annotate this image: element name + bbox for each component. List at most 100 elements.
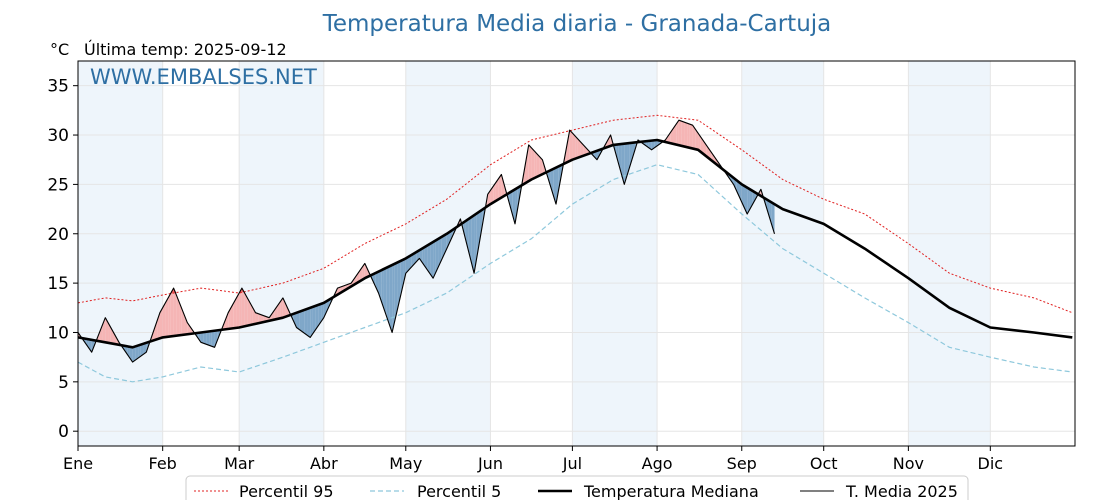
above-median-fill <box>170 288 174 337</box>
above-median-fill <box>247 297 251 326</box>
below-median-fill <box>321 302 324 322</box>
below-median-fill <box>296 311 300 330</box>
above-median-fill <box>176 294 180 336</box>
legend: Percentil 95 Percentil 5 Temperatura Med… <box>185 475 969 500</box>
y-tick-label: 0 <box>58 422 69 442</box>
below-median-fill <box>747 187 750 215</box>
above-p95-fill <box>566 130 570 132</box>
x-tick-label: Oct <box>810 454 838 473</box>
below-median-fill <box>373 272 376 288</box>
above-median-fill <box>280 297 283 319</box>
below-median-fill <box>449 230 453 243</box>
below-median-fill <box>381 268 384 309</box>
below-median-fill <box>441 235 445 261</box>
above-median-fill <box>277 301 281 319</box>
above-median-fill <box>501 174 505 198</box>
below-median-fill <box>479 209 483 242</box>
above-median-fill <box>575 136 578 159</box>
above-median-fill <box>528 144 532 182</box>
x-tick-label: Mar <box>224 454 255 473</box>
below-median-fill <box>594 150 597 160</box>
below-median-fill <box>386 266 390 325</box>
below-median-fill <box>433 240 436 279</box>
below-median-fill <box>766 199 770 216</box>
below-median-fill <box>556 166 559 205</box>
last-temp-label: Última temp: 2025-09-12 <box>84 40 287 59</box>
above-median-fill <box>236 292 240 328</box>
below-median-fill <box>749 189 753 210</box>
below-median-fill <box>304 308 308 336</box>
above-median-fill <box>173 288 177 336</box>
above-median-fill <box>241 288 245 327</box>
x-tick-label: Abr <box>310 454 338 473</box>
above-median-fill <box>165 297 169 338</box>
below-median-fill <box>471 215 475 274</box>
above-median-fill <box>684 122 688 148</box>
above-median-fill <box>698 133 701 153</box>
below-median-fill <box>323 301 327 318</box>
above-median-fill <box>108 322 111 344</box>
below-median-fill <box>424 245 428 271</box>
above-median-fill <box>536 153 540 177</box>
above-median-fill <box>539 156 543 176</box>
above-median-fill <box>607 135 611 147</box>
below-median-fill <box>132 346 136 363</box>
above-median-fill <box>258 313 262 324</box>
below-median-fill <box>211 330 215 348</box>
below-median-fill <box>509 190 513 215</box>
below-median-fill <box>553 167 557 205</box>
plot-frame <box>77 60 1076 447</box>
above-median-fill <box>356 271 360 284</box>
y-tick-label: 5 <box>58 373 69 393</box>
below-median-fill <box>515 187 518 224</box>
below-median-fill <box>648 140 652 150</box>
above-median-fill <box>225 312 229 330</box>
below-median-fill <box>744 186 748 215</box>
watermark: WWW.EMBALSES.NET <box>90 65 317 89</box>
above-median-fill <box>187 322 190 335</box>
below-median-fill <box>446 231 450 249</box>
above-median-fill <box>271 309 275 321</box>
below-median-fill <box>413 251 417 265</box>
below-median-fill <box>422 246 425 267</box>
below-median-fill <box>476 211 480 258</box>
below-median-fill <box>392 263 395 333</box>
below-median-fill <box>135 345 139 361</box>
above-median-fill <box>531 147 535 180</box>
below-median-fill <box>206 331 210 346</box>
legend-p95-label: Percentil 95 <box>239 482 334 500</box>
x-tick-label: Ene <box>63 454 93 473</box>
legend-p5-label: Percentil 5 <box>417 482 501 500</box>
below-median-fill <box>203 331 207 345</box>
below-median-fill <box>138 344 141 359</box>
below-median-fill <box>465 218 469 252</box>
below-median-fill <box>427 243 431 275</box>
below-median-fill <box>550 168 554 196</box>
p5-line <box>77 164 1073 383</box>
below-median-fill <box>596 149 600 160</box>
above-median-fill <box>695 129 699 150</box>
above-median-fill <box>154 320 158 341</box>
above-median-fill <box>362 263 365 280</box>
below-median-fill <box>326 299 330 312</box>
y-tick-label: 30 <box>47 126 69 146</box>
above-median-fill <box>99 324 103 342</box>
x-tick-label: May <box>389 454 422 473</box>
above-median-fill <box>692 125 696 150</box>
above-median-fill <box>525 144 529 183</box>
below-median-fill <box>438 237 442 267</box>
below-median-fill <box>397 261 401 309</box>
below-median-fill <box>124 345 128 355</box>
median-line <box>77 138 1073 349</box>
above-median-fill <box>162 302 166 338</box>
below-median-fill <box>405 256 409 274</box>
x-tick-label: Dic <box>978 454 1004 473</box>
y-tick-label: 10 <box>47 323 69 343</box>
above-median-fill <box>577 138 581 158</box>
below-median-fill <box>408 255 412 271</box>
x-tick-label: Ago <box>642 454 673 473</box>
below-median-fill <box>293 312 297 328</box>
above-median-fill <box>534 150 537 179</box>
above-median-fill <box>179 301 182 336</box>
below-median-fill <box>736 180 740 197</box>
